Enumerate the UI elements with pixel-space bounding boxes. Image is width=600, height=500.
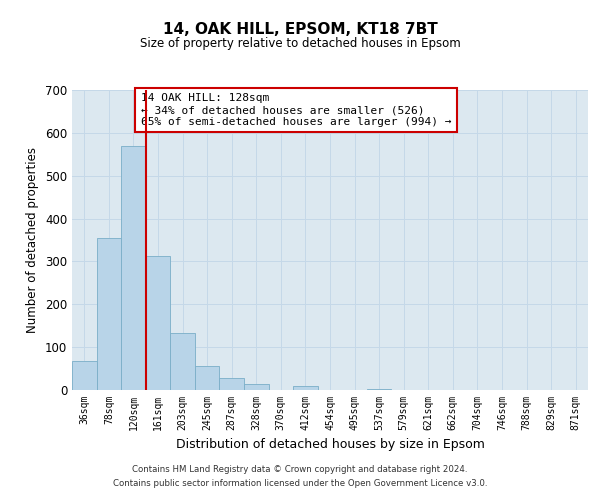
Bar [293, 386, 318, 390]
Bar [170, 334, 195, 390]
Text: Contains HM Land Registry data © Crown copyright and database right 2024.
Contai: Contains HM Land Registry data © Crown c… [113, 466, 487, 487]
Bar [195, 366, 220, 390]
Text: 14, OAK HILL, EPSOM, KT18 7BT: 14, OAK HILL, EPSOM, KT18 7BT [163, 22, 437, 38]
Text: Size of property relative to detached houses in Epsom: Size of property relative to detached ho… [140, 38, 460, 51]
Bar [146, 256, 170, 390]
Bar [97, 238, 121, 390]
Bar [72, 361, 97, 390]
Y-axis label: Number of detached properties: Number of detached properties [26, 147, 40, 333]
Bar [367, 388, 391, 390]
Bar [121, 146, 146, 390]
Text: 14 OAK HILL: 128sqm
← 34% of detached houses are smaller (526)
65% of semi-detac: 14 OAK HILL: 128sqm ← 34% of detached ho… [141, 94, 451, 126]
X-axis label: Distribution of detached houses by size in Epsom: Distribution of detached houses by size … [176, 438, 484, 452]
Bar [220, 378, 244, 390]
Bar [244, 384, 269, 390]
